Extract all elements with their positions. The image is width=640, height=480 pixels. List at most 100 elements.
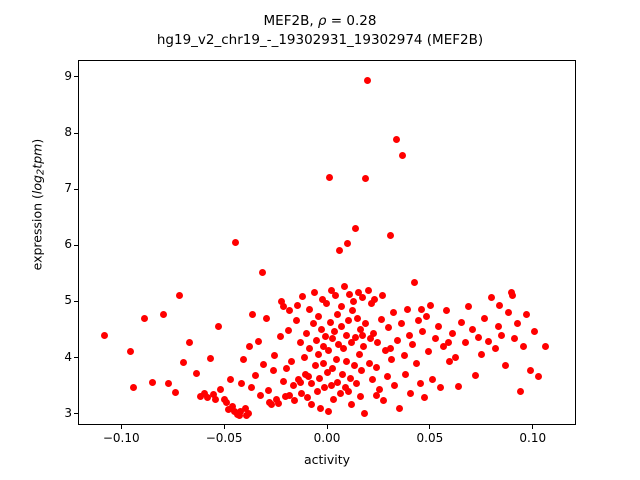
scatter-point <box>126 348 134 356</box>
scatter-point <box>434 322 442 330</box>
scatter-point <box>343 357 351 365</box>
scatter-point <box>477 350 485 358</box>
scatter-point <box>299 293 307 301</box>
scatter-point <box>402 370 410 378</box>
scatter-point <box>391 382 399 390</box>
scatter-point <box>535 373 543 381</box>
scatter-point <box>367 300 375 308</box>
rho-symbol: ρ <box>317 13 327 29</box>
scatter-point <box>264 387 272 395</box>
scatter-point <box>180 359 188 367</box>
scatter-point <box>363 77 371 85</box>
x-axis-tick-label: 0.05 <box>416 431 444 445</box>
scatter-point <box>345 290 353 298</box>
scatter-point <box>313 387 321 395</box>
scatter-point <box>283 365 291 373</box>
scatter-point <box>324 346 332 354</box>
scatter-point <box>291 397 299 405</box>
scatter-point <box>267 401 275 409</box>
scatter-point <box>494 322 502 330</box>
scatter-point <box>185 339 193 347</box>
scatter-point <box>337 322 345 330</box>
scatter-point <box>513 320 521 328</box>
scatter-point <box>314 350 322 358</box>
scatter-point <box>217 386 225 393</box>
scatter-point <box>510 335 518 343</box>
scatter-point <box>501 361 509 369</box>
scatter-point <box>333 311 341 319</box>
scatter-point <box>468 325 476 333</box>
x-axis-tick-label: −0.05 <box>205 431 243 445</box>
scatter-point <box>444 339 452 347</box>
scatter-point <box>520 342 527 350</box>
scatter-point <box>349 307 357 315</box>
scatter-point <box>309 320 317 328</box>
scatter-point <box>488 294 496 302</box>
scatter-point <box>471 371 479 379</box>
scatter-point <box>237 408 245 416</box>
scatter-point <box>240 356 248 364</box>
scatter-point <box>523 311 531 319</box>
figure-title-line1: MEF2B, ρ = 0.28 <box>0 12 640 31</box>
scatter-point <box>392 136 400 144</box>
scatter-point <box>294 301 302 309</box>
scatter-point <box>360 410 368 418</box>
scatter-point <box>278 297 286 305</box>
scatter-point <box>366 335 374 343</box>
scatter-point <box>308 401 316 409</box>
scatter-point <box>505 309 513 317</box>
scatter-point <box>339 370 347 378</box>
scatter-point <box>317 325 325 333</box>
scatter-point <box>332 356 340 364</box>
scatter-point <box>328 335 336 343</box>
scatter-point <box>329 365 337 373</box>
scatter-point <box>316 374 324 382</box>
scatter-point <box>256 391 264 399</box>
scatter-point <box>287 357 295 365</box>
scatter-point <box>368 376 376 384</box>
scatter-points-layer <box>79 61 575 424</box>
scatter-point <box>317 404 325 412</box>
scatter-point <box>334 378 342 386</box>
x-axis-tick-label: 0.00 <box>313 431 341 445</box>
scatter-point <box>306 305 314 313</box>
scatter-point <box>331 328 339 336</box>
scatter-point <box>442 307 450 315</box>
scatter-point <box>380 397 388 405</box>
scatter-point <box>311 361 319 369</box>
scatter-point <box>355 350 363 358</box>
scatter-point <box>344 387 352 395</box>
scatter-point <box>372 363 380 371</box>
scatter-point <box>252 371 260 379</box>
y-axis-tick-label: 4 <box>64 349 72 364</box>
scatter-point <box>276 332 284 340</box>
scatter-point <box>280 377 288 385</box>
scatter-point <box>358 367 366 375</box>
scatter-point <box>359 294 367 302</box>
scatter-point <box>398 151 406 159</box>
scatter-point <box>323 369 331 377</box>
scatter-point <box>330 395 338 403</box>
scatter-point <box>298 389 306 397</box>
scatter-point <box>414 316 422 324</box>
scatter-point <box>279 303 287 311</box>
title-rho-value: = 0.28 <box>326 13 377 29</box>
scatter-point <box>326 174 334 182</box>
scatter-point <box>235 412 243 420</box>
y-axis-tick-label: 5 <box>64 293 72 308</box>
scatter-point <box>389 309 397 317</box>
scatter-point <box>396 404 404 412</box>
x-axis-tick <box>532 425 534 429</box>
scatter-point <box>292 316 300 324</box>
scatter-point <box>331 292 339 300</box>
scatter-point <box>516 387 524 395</box>
scatter-point <box>394 337 402 345</box>
scatter-point <box>385 324 393 332</box>
scatter-point <box>345 316 353 324</box>
scatter-point <box>458 318 466 326</box>
scatter-point <box>527 367 535 375</box>
scatter-point <box>382 346 390 354</box>
scatter-point <box>340 345 348 352</box>
y-axis-tick-label: 3 <box>64 405 72 420</box>
